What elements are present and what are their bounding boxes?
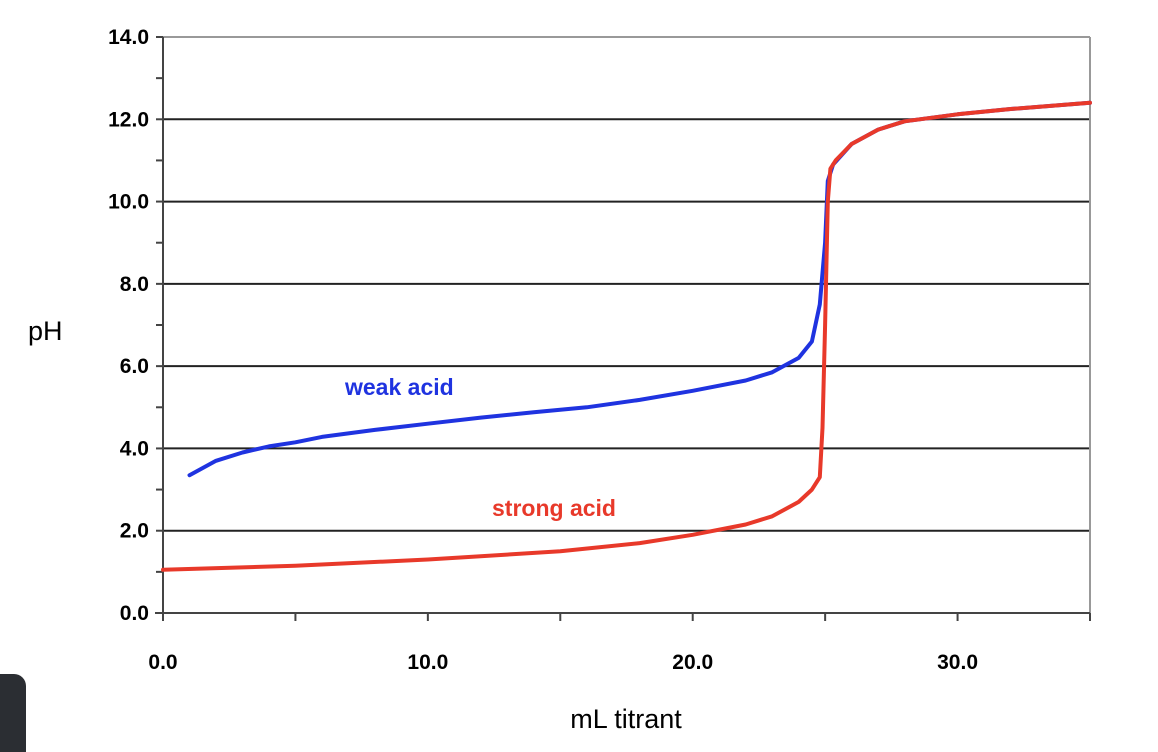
series-label-strong-acid: strong acid xyxy=(492,495,616,521)
x-tick-label: 10.0 xyxy=(407,651,448,674)
series-line-strong-acid xyxy=(161,100,1092,572)
y-tick-label: 8.0 xyxy=(120,273,149,296)
x-tick-label: 30.0 xyxy=(937,651,978,674)
y-tick-label: 2.0 xyxy=(120,520,149,543)
y-tick-label: 14.0 xyxy=(108,26,149,49)
series-lines xyxy=(161,100,1092,572)
y-tick-label: 12.0 xyxy=(108,108,149,131)
gridlines xyxy=(163,118,1090,532)
plot-frame xyxy=(163,36,1091,613)
series-label-weak-acid: weak acid xyxy=(344,374,454,400)
x-axis-label: mL titrant xyxy=(570,704,682,734)
series-line-weak-acid xyxy=(187,100,1092,478)
y-axis: 0.0 2.0 4.0 6.0 8.0 10.0 12.0 14.0 xyxy=(108,26,164,625)
y-tick-label: 4.0 xyxy=(120,437,149,460)
y-tick-label: 10.0 xyxy=(108,191,149,214)
x-tick-label: 0.0 xyxy=(148,651,177,674)
overlay-panel-corner xyxy=(0,674,26,752)
x-axis: 0.0 10.0 20.0 30.0 xyxy=(148,612,1091,674)
x-tick-label: 20.0 xyxy=(672,651,713,674)
y-axis-label: pH xyxy=(28,316,63,346)
y-tick-label: 0.0 xyxy=(120,602,149,625)
y-tick-label: 6.0 xyxy=(120,355,149,378)
